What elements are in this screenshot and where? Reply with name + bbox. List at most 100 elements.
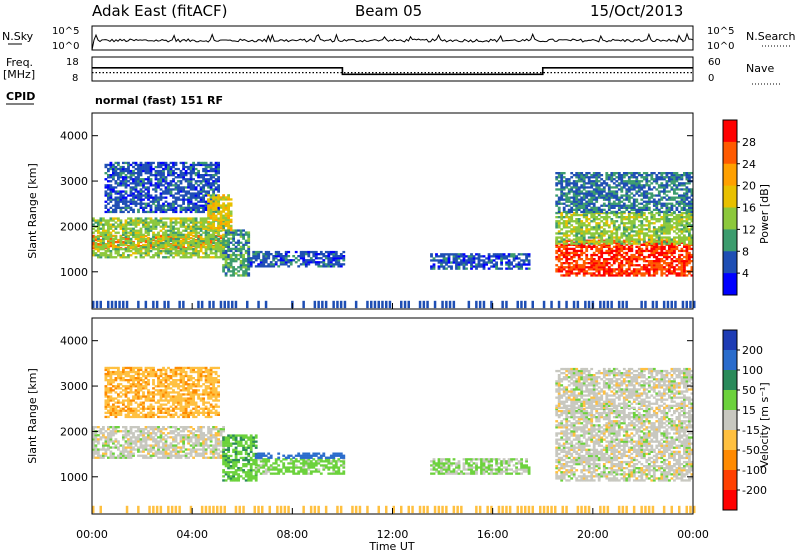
data-cell xyxy=(685,176,689,179)
data-cell xyxy=(590,190,594,193)
data-cell xyxy=(620,194,624,197)
data-cell xyxy=(117,204,120,207)
data-cell xyxy=(209,216,213,219)
data-cell xyxy=(590,255,594,259)
data-cell xyxy=(147,196,150,199)
data-cell xyxy=(114,167,118,171)
data-cell xyxy=(169,229,173,232)
data-cell xyxy=(152,221,155,224)
data-cell xyxy=(117,426,120,429)
data-cell xyxy=(647,234,651,237)
power-colorbar-swatch xyxy=(723,163,737,187)
data-cell xyxy=(154,210,158,214)
data-cell xyxy=(152,167,155,171)
data-cell xyxy=(197,252,200,255)
data-cell xyxy=(482,259,486,262)
data-cell xyxy=(224,212,228,215)
data-cell xyxy=(204,219,208,222)
data-cell xyxy=(104,442,108,445)
data-cell xyxy=(575,182,579,185)
data-cell xyxy=(154,252,158,255)
data-cell xyxy=(239,233,243,236)
data-cell xyxy=(650,178,654,181)
data-cell xyxy=(104,450,108,453)
data-cell xyxy=(570,206,574,209)
data-cell xyxy=(635,184,639,187)
data-cell xyxy=(655,236,659,239)
data-cell xyxy=(209,204,213,207)
data-cell xyxy=(192,221,195,224)
data-cell xyxy=(442,259,446,262)
data-cell xyxy=(642,196,646,199)
data-cell xyxy=(650,251,654,255)
data-cell xyxy=(204,192,208,195)
data-cell xyxy=(174,167,178,171)
data-cell xyxy=(580,236,584,239)
data-cell xyxy=(217,172,220,175)
data-cell xyxy=(570,270,574,273)
data-cell xyxy=(670,264,674,267)
data-cell xyxy=(630,188,634,191)
data-cell xyxy=(595,190,599,193)
data-cell xyxy=(197,204,200,207)
data-cell xyxy=(187,237,190,241)
data-cell xyxy=(620,253,624,257)
data-cell xyxy=(673,184,676,187)
data-cell xyxy=(139,245,143,249)
data-cell xyxy=(214,218,218,221)
data-cell xyxy=(109,167,113,171)
data-cell xyxy=(182,208,185,211)
data-cell xyxy=(597,180,601,183)
data-cell xyxy=(617,216,621,219)
data-cell xyxy=(455,255,458,258)
data-cell xyxy=(122,227,125,230)
data-cell xyxy=(595,245,599,248)
data-cell xyxy=(144,240,148,244)
data-cell xyxy=(600,232,604,235)
data-cell xyxy=(134,196,138,199)
data-cell xyxy=(680,238,684,241)
data-cell xyxy=(182,176,185,179)
data-cell xyxy=(680,178,684,181)
data-cell xyxy=(137,252,140,255)
data-cell xyxy=(660,264,664,267)
data-cell xyxy=(242,262,245,265)
data-cell xyxy=(179,223,183,226)
data-cell xyxy=(137,176,140,179)
data-cell xyxy=(229,220,233,224)
data-cell xyxy=(627,222,631,225)
data-cell xyxy=(487,267,491,270)
data-cell xyxy=(114,245,118,248)
data-cell xyxy=(580,245,584,248)
data-cell xyxy=(184,190,188,193)
data-cell xyxy=(607,224,611,227)
data-cell xyxy=(127,176,130,179)
data-cell xyxy=(197,225,200,228)
data-cell xyxy=(217,208,220,211)
data-cell xyxy=(620,174,624,177)
data-cell xyxy=(610,272,614,275)
data-cell xyxy=(580,210,584,214)
data-cell xyxy=(229,255,233,259)
data-cell xyxy=(209,221,213,224)
data-cell xyxy=(92,252,95,255)
data-cell xyxy=(635,226,639,229)
data-cell xyxy=(149,239,153,243)
data-cell xyxy=(184,180,188,183)
data-cell xyxy=(625,172,629,175)
data-cell xyxy=(242,266,245,269)
data-cell xyxy=(680,216,684,219)
data-cell xyxy=(179,174,183,177)
data-cell xyxy=(217,190,220,193)
data-cell xyxy=(327,255,331,258)
data-cell xyxy=(317,257,321,260)
data-cell xyxy=(222,202,225,205)
data-cell xyxy=(127,161,130,165)
data-cell xyxy=(134,225,138,228)
data-cell xyxy=(144,237,148,241)
data-cell xyxy=(480,265,483,268)
data-cell xyxy=(660,268,664,271)
data-cell xyxy=(587,272,591,275)
data-cell xyxy=(477,263,481,266)
data-cell xyxy=(149,184,153,187)
